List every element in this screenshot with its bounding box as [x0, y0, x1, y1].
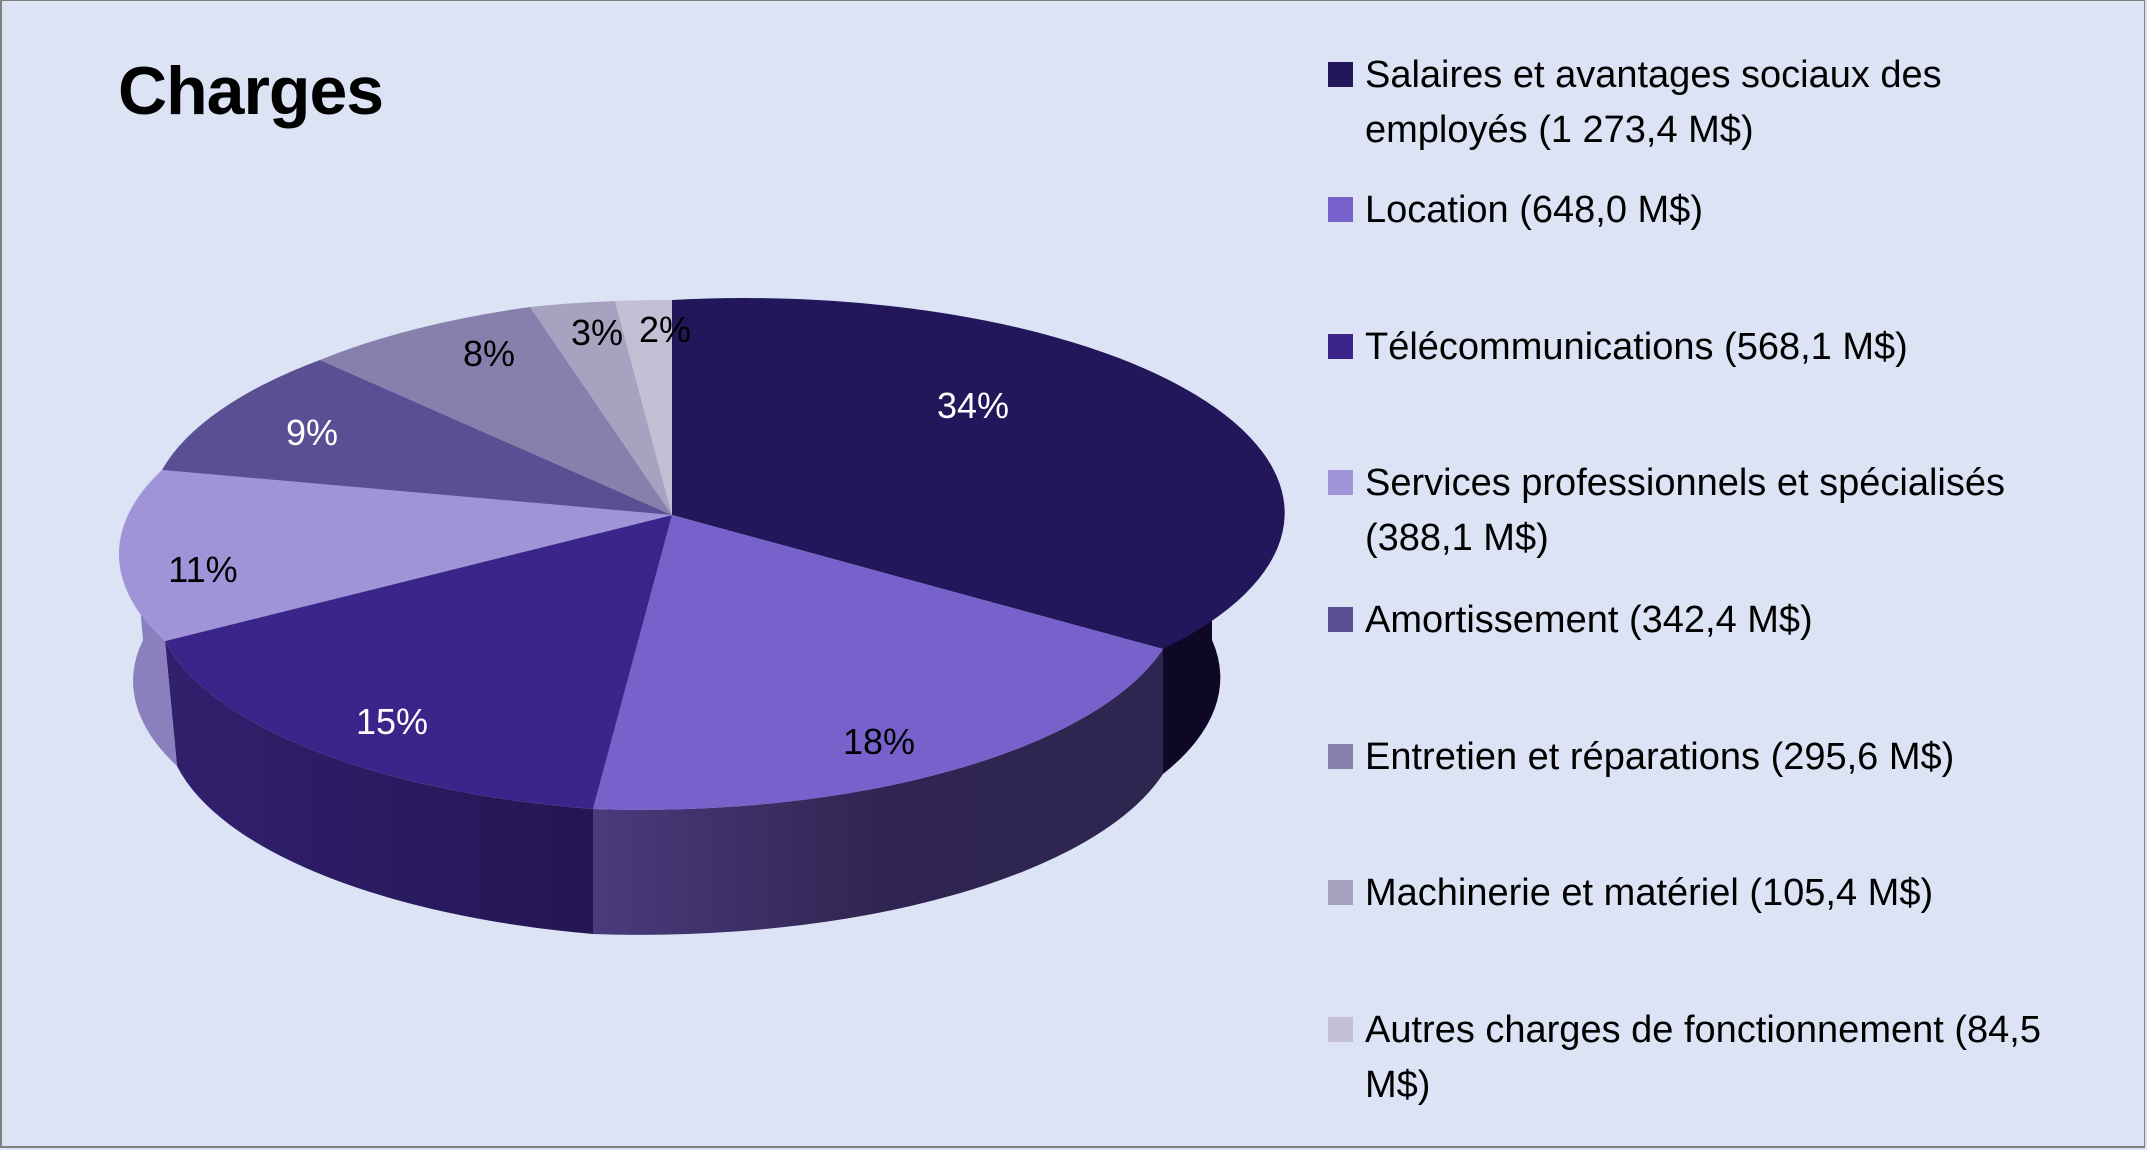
legend-swatch	[1328, 744, 1353, 769]
slice-telecommunications[interactable]	[165, 515, 672, 809]
legend-swatch	[1328, 1017, 1353, 1042]
legend-label: Amortissement (342,4 M$)	[1365, 599, 1813, 641]
chart-title: Charges	[118, 53, 384, 129]
slice-machinerie[interactable]	[530, 301, 672, 515]
legend-swatch	[1328, 197, 1353, 222]
label-autres: 2%	[638, 309, 692, 350]
label-amortissement: 9%	[285, 412, 339, 453]
label-location: 18%	[842, 721, 916, 762]
slice-amortissement[interactable]	[162, 360, 672, 515]
label-services: 11%	[168, 549, 238, 590]
slice-services[interactable]	[118, 470, 672, 641]
label-salaires: 34%	[936, 385, 1010, 426]
legend-swatch	[1328, 62, 1353, 87]
legend-item-services: Services professionnels et spécialisés (…	[1328, 456, 2065, 566]
legend-swatch	[1328, 334, 1353, 359]
side-telecommunications	[165, 641, 593, 934]
legend-label: Autres charges de fonctionnement (84,5 M…	[1365, 1009, 2041, 1106]
legend-item-machinerie: Machinerie et matériel (105,4 M$)	[1328, 866, 2065, 921]
label-entretien: 8%	[462, 333, 516, 374]
slice-location[interactable]	[593, 515, 1163, 810]
slice-entretien[interactable]	[320, 307, 672, 515]
legend-label: Machinerie et matériel (105,4 M$)	[1365, 872, 1934, 914]
legend-label: Services professionnels et spécialisés (…	[1365, 462, 2005, 559]
pie-side-walls	[121, 515, 1221, 935]
legend-label: Salaires et avantages sociaux des employ…	[1365, 54, 1942, 151]
side-salaires	[1163, 515, 1221, 774]
legend-item-amortissement: Amortissement (342,4 M$)	[1328, 593, 2065, 648]
legend-swatch	[1328, 880, 1353, 905]
label-machinerie: 3%	[570, 312, 624, 353]
legend-item-autres: Autres charges de fonctionnement (84,5 M…	[1328, 1003, 2065, 1113]
legend-label: Location (648,0 M$)	[1365, 189, 1703, 231]
legend-label: Télécommunications (568,1 M$)	[1365, 326, 1908, 368]
slice-salaires[interactable]	[672, 298, 1285, 649]
legend-swatch	[1328, 470, 1353, 495]
legend-item-salaires: Salaires et avantages sociaux des employ…	[1328, 48, 2065, 158]
legend-item-entretien: Entretien et réparations (295,6 M$)	[1328, 730, 2065, 785]
pie-top	[118, 298, 1285, 810]
label-telecommunications: 15%	[355, 701, 429, 742]
legend-label: Entretien et réparations (295,6 M$)	[1365, 736, 1955, 778]
legend-swatch	[1328, 607, 1353, 632]
side-location	[593, 649, 1163, 935]
legend-item-location: Location (648,0 M$)	[1328, 183, 2065, 238]
legend-item-telecommunications: Télécommunications (568,1 M$)	[1328, 320, 2065, 375]
slice-autres[interactable]	[615, 299, 672, 515]
